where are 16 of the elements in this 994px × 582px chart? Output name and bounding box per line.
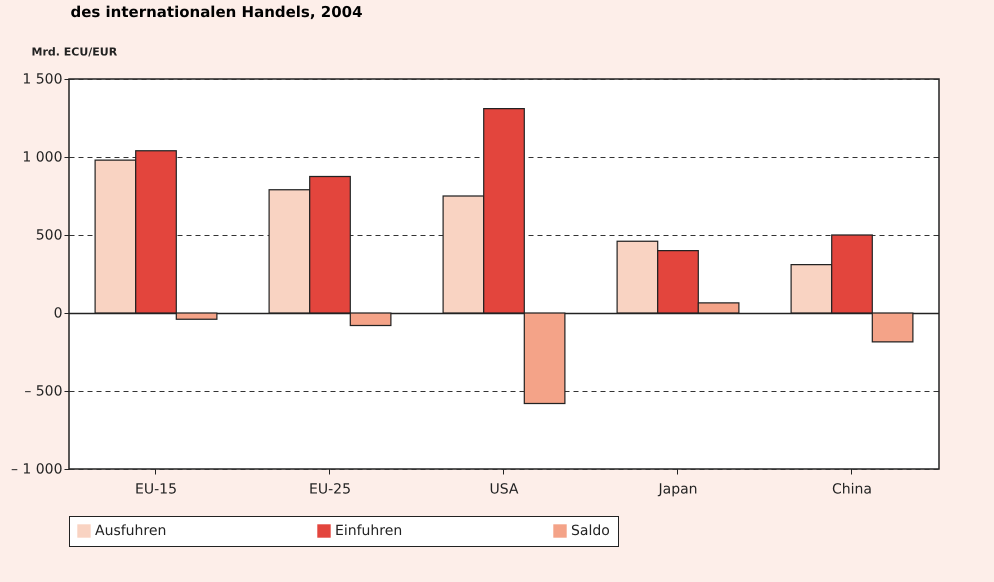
legend-label: Einfuhren bbox=[335, 523, 402, 539]
x-tick-label: Japan bbox=[657, 482, 698, 498]
y-tick-label: – 1 000 bbox=[10, 462, 62, 478]
y-tick-label: – 500 bbox=[24, 384, 62, 400]
y-tick-label: 1 000 bbox=[22, 150, 62, 166]
y-tick-label: 500 bbox=[36, 228, 62, 244]
legend-label: Ausfuhren bbox=[95, 523, 166, 539]
y-tick-label: 1 500 bbox=[22, 72, 62, 88]
x-tick-label: USA bbox=[490, 482, 519, 498]
y-tick-label: 0 bbox=[54, 306, 62, 322]
chart-title: des internationalen Handels, 2004 bbox=[70, 3, 363, 21]
x-tick-label: EU-25 bbox=[309, 482, 351, 498]
x-tick-label: China bbox=[832, 482, 872, 498]
legend-label: Saldo bbox=[571, 523, 610, 539]
y-axis-title: Mrd. ECU/EUR bbox=[32, 46, 118, 58]
x-tick-label: EU-15 bbox=[135, 482, 177, 498]
